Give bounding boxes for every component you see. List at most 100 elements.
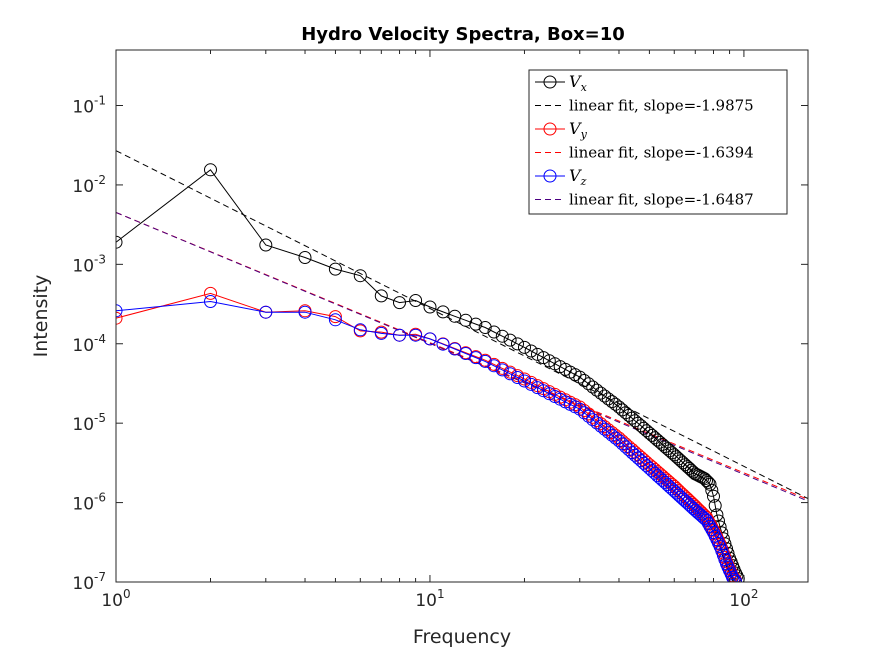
marker-vz-92 bbox=[726, 570, 739, 582]
legend-label-vz: Vz bbox=[569, 166, 587, 188]
plot-frame bbox=[115, 49, 809, 583]
legend-label-vy: Vy bbox=[569, 119, 588, 141]
marker-vz-56 bbox=[658, 475, 672, 489]
marker-vx-18 bbox=[503, 333, 517, 347]
series-vz bbox=[116, 295, 742, 582]
marker-vx-51 bbox=[645, 428, 659, 442]
marker-vx-3 bbox=[259, 238, 273, 252]
marker-vx-19 bbox=[511, 337, 524, 351]
marker-vz-51 bbox=[645, 464, 659, 478]
marker-vz-8 bbox=[393, 328, 406, 342]
marker-vy-1 bbox=[116, 311, 123, 325]
marker-vx-52 bbox=[648, 431, 662, 445]
marker-vx-15 bbox=[478, 321, 492, 334]
marker-vx-80 bbox=[707, 489, 720, 503]
y-tick-label-3: 10-5 bbox=[72, 411, 106, 435]
chart-title: Hydro Velocity Spectra, Box=10 bbox=[301, 24, 625, 45]
legend-box bbox=[528, 69, 788, 215]
marker-vy-5 bbox=[328, 310, 342, 324]
y-tick-label-5: 10-3 bbox=[72, 252, 106, 276]
marker-vz-19 bbox=[511, 371, 524, 384]
marker-vz-5 bbox=[328, 313, 342, 327]
plot-content bbox=[116, 150, 808, 582]
marker-vx-38 bbox=[605, 395, 619, 409]
x-axis-label: Frequency bbox=[413, 626, 511, 648]
y-tick-label-1: 10-7 bbox=[72, 570, 106, 594]
marker-vz-16 bbox=[487, 359, 501, 373]
marker-vz-55 bbox=[655, 473, 669, 487]
marker-vx-77 bbox=[701, 475, 715, 489]
marker-vz-9 bbox=[409, 328, 423, 342]
marker-vx-20 bbox=[518, 340, 531, 354]
y-tick-label-6: 10-2 bbox=[72, 173, 106, 197]
marker-vx-11 bbox=[436, 305, 450, 319]
legend-fit-label-2: linear fit, slope=-1.6394 bbox=[569, 144, 754, 162]
marker-vx-6 bbox=[353, 269, 367, 283]
y-tick-label-7: 10-1 bbox=[72, 94, 106, 118]
marker-vx-30 bbox=[573, 370, 587, 384]
legend-fit-label-1: linear fit, slope=-1.9875 bbox=[569, 97, 754, 115]
marker-vx-4 bbox=[298, 251, 312, 264]
marker-vx-21 bbox=[524, 344, 538, 358]
marker-vx-8 bbox=[393, 296, 406, 310]
marker-vz-3 bbox=[259, 305, 273, 319]
marker-vz-10 bbox=[423, 332, 437, 346]
marker-vx-9 bbox=[409, 294, 423, 307]
marker-vx-10 bbox=[423, 300, 437, 314]
marker-vz-14 bbox=[469, 351, 483, 365]
marker-vx-17 bbox=[495, 329, 509, 343]
marker-vz-52 bbox=[648, 466, 662, 480]
marker-vz-22 bbox=[531, 381, 544, 395]
marker-vz-93 bbox=[727, 572, 741, 582]
marker-vz-4 bbox=[298, 305, 312, 319]
marker-vz-23 bbox=[537, 384, 550, 398]
marker-vz-17 bbox=[495, 363, 509, 377]
marker-vx-1 bbox=[116, 235, 123, 249]
series-vx bbox=[116, 163, 745, 582]
marker-vz-53 bbox=[650, 469, 664, 483]
fit-line-3 bbox=[116, 212, 808, 502]
y-axis-label: Intensity bbox=[30, 275, 52, 358]
axis-ticks: 100 101 102 10-7 10-6 10-5 10-4 10-3 10-2 10-1 bbox=[72, 50, 808, 611]
marker-vz-79 bbox=[705, 523, 719, 536]
y-tick-label-2: 10-6 bbox=[72, 491, 106, 515]
marker-vz-34 bbox=[590, 416, 604, 430]
marker-vx-14 bbox=[469, 317, 483, 331]
marker-vx-31 bbox=[577, 374, 591, 387]
marker-vz-12 bbox=[448, 342, 462, 356]
legend-fit-label-3: linear fit, slope=-1.6487 bbox=[569, 191, 754, 209]
legend: Vx linear fit, slope=-1.9875 Vy linear fit,… bbox=[528, 69, 788, 215]
marker-vz-2 bbox=[204, 295, 217, 308]
x-tick-label-3: 102 bbox=[729, 587, 758, 611]
marker-vx-54 bbox=[653, 435, 667, 449]
marker-vx-78 bbox=[703, 477, 717, 491]
legend-marker-vx bbox=[543, 75, 557, 89]
marker-vz-33 bbox=[586, 413, 600, 427]
marker-vx-22 bbox=[531, 347, 544, 361]
marker-vx-16 bbox=[487, 325, 501, 339]
legend-marker-vy bbox=[543, 122, 557, 136]
marker-vz-20 bbox=[518, 374, 531, 388]
x-tick-label-2: 101 bbox=[415, 587, 444, 611]
x-tick-label-1: 100 bbox=[101, 587, 130, 611]
fit-line-1 bbox=[116, 150, 808, 500]
marker-vx-5 bbox=[328, 262, 342, 276]
marker-vx-79 bbox=[705, 483, 719, 497]
marker-vx-81 bbox=[708, 499, 722, 513]
marker-vz-7 bbox=[374, 326, 388, 340]
legend-label-vx: Vx bbox=[569, 72, 588, 94]
marker-vx-32 bbox=[582, 377, 596, 391]
marker-vz-11 bbox=[436, 337, 450, 351]
marker-vz-6 bbox=[353, 323, 367, 337]
marker-vy-2 bbox=[204, 286, 217, 300]
marker-vz-30 bbox=[573, 402, 587, 416]
y-tick-label-4: 10-4 bbox=[72, 332, 106, 356]
marker-vz-32 bbox=[582, 409, 596, 423]
marker-vx-2 bbox=[204, 163, 217, 177]
marker-vz-54 bbox=[653, 471, 667, 485]
marker-vx-53 bbox=[650, 433, 664, 447]
marker-vz-1 bbox=[116, 304, 123, 318]
marker-vz-21 bbox=[524, 377, 538, 391]
marker-vz-15 bbox=[478, 354, 492, 368]
